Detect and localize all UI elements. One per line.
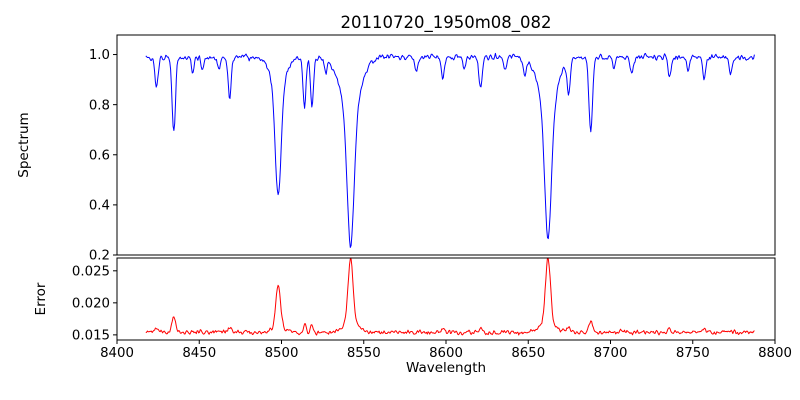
spectrum-panel-border	[116, 34, 776, 256]
x-tick-label: 8800	[758, 346, 792, 361]
spectrum-y-tick-label: 0.8	[89, 98, 110, 113]
error-y-tick-label: 0.020	[72, 296, 110, 311]
x-tick-label: 8400	[100, 346, 134, 361]
x-tick-label: 8700	[594, 346, 628, 361]
x-tick-label: 8500	[265, 346, 299, 361]
spectrum-y-tick-label: 1.0	[89, 48, 110, 63]
spectrum-y-tick-label: 0.4	[89, 198, 110, 213]
spectrum-series-path	[145, 52, 755, 248]
error-y-tick-label: 0.025	[72, 264, 110, 279]
chart-title: 20110720_1950m08_082	[340, 13, 552, 32]
spectrum-y-tick-label: 0.2	[89, 249, 110, 264]
x-tick-label: 8600	[429, 346, 463, 361]
x-tick-label: 8550	[347, 346, 381, 361]
error-panel-border	[116, 257, 776, 341]
spectrum-y-axis-label: Spectrum	[16, 112, 32, 178]
error-y-tick-label: 0.015	[72, 328, 110, 343]
x-tick-label: 8450	[182, 346, 216, 361]
error-y-axis-label: Error	[33, 282, 49, 316]
spectrum-y-tick-label: 0.6	[89, 148, 110, 163]
error-series-path	[145, 258, 755, 336]
x-tick-label: 8750	[676, 346, 710, 361]
x-axis-label: Wavelength	[405, 360, 487, 376]
x-tick-label: 8650	[511, 346, 545, 361]
